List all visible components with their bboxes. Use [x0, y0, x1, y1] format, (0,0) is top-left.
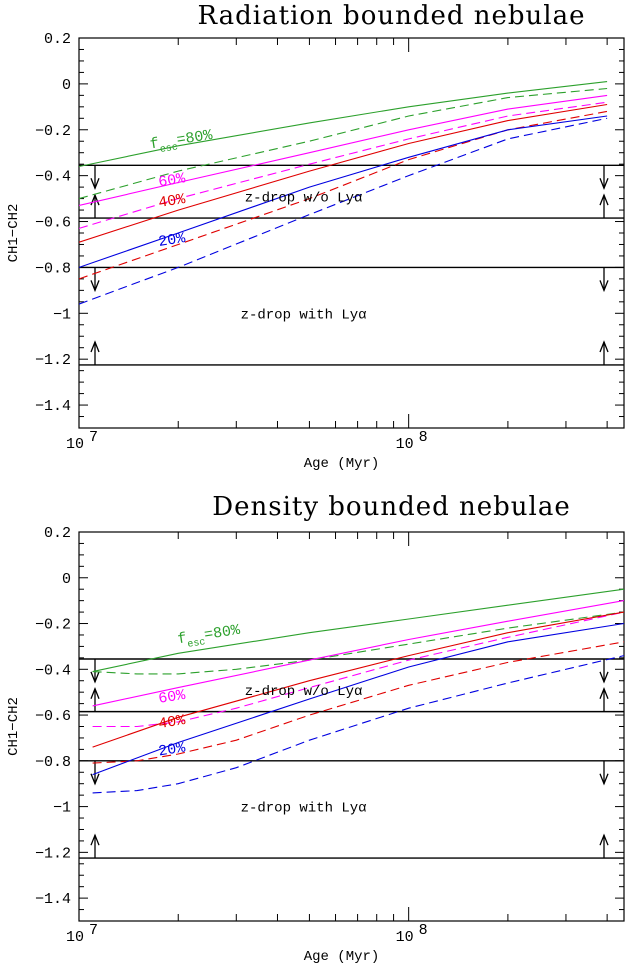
y-tick-label: −0.4 — [35, 662, 71, 679]
curve-label: 40% — [157, 712, 187, 733]
y-tick-label: −0.4 — [35, 169, 71, 186]
x-tick-exponent: 8 — [419, 922, 428, 939]
model-curve-solid — [79, 94, 608, 207]
model-curve-dashed — [92, 611, 624, 728]
model-curve-solid — [79, 103, 608, 243]
y-tick-label: −1.2 — [35, 352, 71, 369]
x-tick-label: 10 — [66, 436, 84, 453]
x-axis-label: Age (Myr) — [304, 949, 380, 965]
curve-label: fesc=80% — [149, 127, 216, 158]
x-tick-label: 10 — [396, 436, 414, 453]
limit-arrow-head — [599, 671, 609, 684]
y-tick-label: −0.8 — [35, 754, 71, 771]
curve-label-tail: =80% — [203, 622, 242, 645]
x-axis-label: Age (Myr) — [304, 456, 380, 472]
panel-radiation-bounded: Radiation bounded nebulae 0.2 0 −0.2 −0.4 −0.… — [6, 1, 625, 472]
limit-arrow-head — [599, 340, 609, 353]
curve-label-subscript: esc — [159, 142, 179, 156]
y-tick-label: −1.4 — [35, 398, 71, 415]
model-curve-dashed — [79, 101, 608, 229]
x-tick-label: 10 — [396, 929, 414, 946]
y-tick-label: −0.6 — [35, 708, 71, 725]
y-tick-label: −0.2 — [35, 617, 71, 634]
chart-title: Density bounded nebulae — [212, 492, 571, 522]
limit-arrow-head — [599, 178, 609, 191]
region-label: z-drop with Lyα — [241, 801, 367, 817]
curve-label-main: f — [149, 135, 161, 153]
y-tick-label: −0.6 — [35, 215, 71, 232]
y-tick-label: −0.2 — [35, 123, 71, 140]
model-curve-solid — [79, 115, 608, 268]
model-curves — [79, 81, 608, 305]
curve-label-tail: =80% — [176, 127, 215, 150]
curve-label: 60% — [157, 170, 187, 191]
model-curve-solid — [92, 611, 624, 748]
limit-arrow-head — [90, 280, 100, 293]
curve-label-main: 40% — [157, 712, 187, 733]
x-tick-label: 10 — [66, 929, 84, 946]
curve-label: 60% — [157, 687, 187, 708]
curve-label: 40% — [157, 191, 187, 212]
limit-arrow-head — [599, 833, 609, 846]
model-curve-dashed — [79, 110, 608, 280]
y-tick-label: −1 — [53, 306, 71, 323]
limit-arrow-head — [599, 773, 609, 786]
y-tick-label: 0.2 — [44, 31, 71, 48]
model-curve-dashed — [79, 117, 608, 305]
y-tick-label: −1.4 — [35, 891, 71, 908]
limit-arrow-head — [90, 178, 100, 191]
x-tick-exponent: 7 — [89, 429, 98, 446]
model-curve-dashed — [92, 641, 624, 764]
curve-label-main: 20% — [157, 230, 187, 251]
y-axis-label: CH1−CH2 — [6, 204, 22, 263]
model-curve-solid — [92, 600, 624, 707]
curve-label: 20% — [157, 230, 187, 251]
model-curve-dashed — [92, 655, 624, 794]
y-tick-label: −0.8 — [35, 260, 71, 277]
limit-arrow-head — [599, 686, 609, 699]
curve-label-main: 60% — [157, 170, 187, 191]
limit-arrow-head — [90, 686, 100, 699]
chart-title: Radiation bounded nebulae — [197, 1, 585, 31]
panel-density-bounded: Density bounded nebulae 0.2 0 −0.2 −0.4 −0.6 −… — [6, 492, 625, 965]
x-tick-exponent: 8 — [419, 429, 428, 446]
curve-label-main: 40% — [157, 191, 187, 212]
limit-arrow-head — [90, 671, 100, 684]
region-label: z-drop w/o Lyα — [245, 684, 363, 700]
limit-arrow-head — [599, 280, 609, 293]
model-curve-dashed — [79, 87, 608, 200]
model-curve-solid — [79, 81, 608, 168]
limit-arrow-head — [90, 340, 100, 353]
curve-label: fesc=80% — [176, 622, 243, 653]
limit-arrow-head — [90, 833, 100, 846]
y-tick-label: −1 — [53, 800, 71, 817]
y-tick-label: −1.2 — [35, 845, 71, 862]
model-curve-solid — [92, 622, 624, 776]
curve-label-subscript: esc — [187, 637, 207, 651]
curve-label-main: 60% — [157, 687, 187, 708]
model-curve-dashed — [92, 611, 624, 675]
limit-arrow-head — [90, 193, 100, 206]
limit-arrow-head — [90, 773, 100, 786]
curve-label-main: 20% — [157, 739, 187, 760]
y-tick-label: 0.2 — [44, 525, 71, 542]
region-label: z-drop with Lyα — [241, 307, 367, 323]
region-label: z-drop w/o Lyα — [245, 190, 363, 206]
y-tick-label: 0 — [62, 77, 71, 94]
curve-label: 20% — [157, 739, 187, 760]
y-tick-label: 0 — [62, 571, 71, 588]
y-axis-label: CH1−CH2 — [6, 697, 22, 756]
x-tick-exponent: 7 — [89, 922, 98, 939]
model-curves — [92, 588, 624, 794]
limit-arrow-head — [599, 193, 609, 206]
curve-label-main: f — [176, 630, 188, 648]
model-curve-solid — [92, 588, 624, 673]
